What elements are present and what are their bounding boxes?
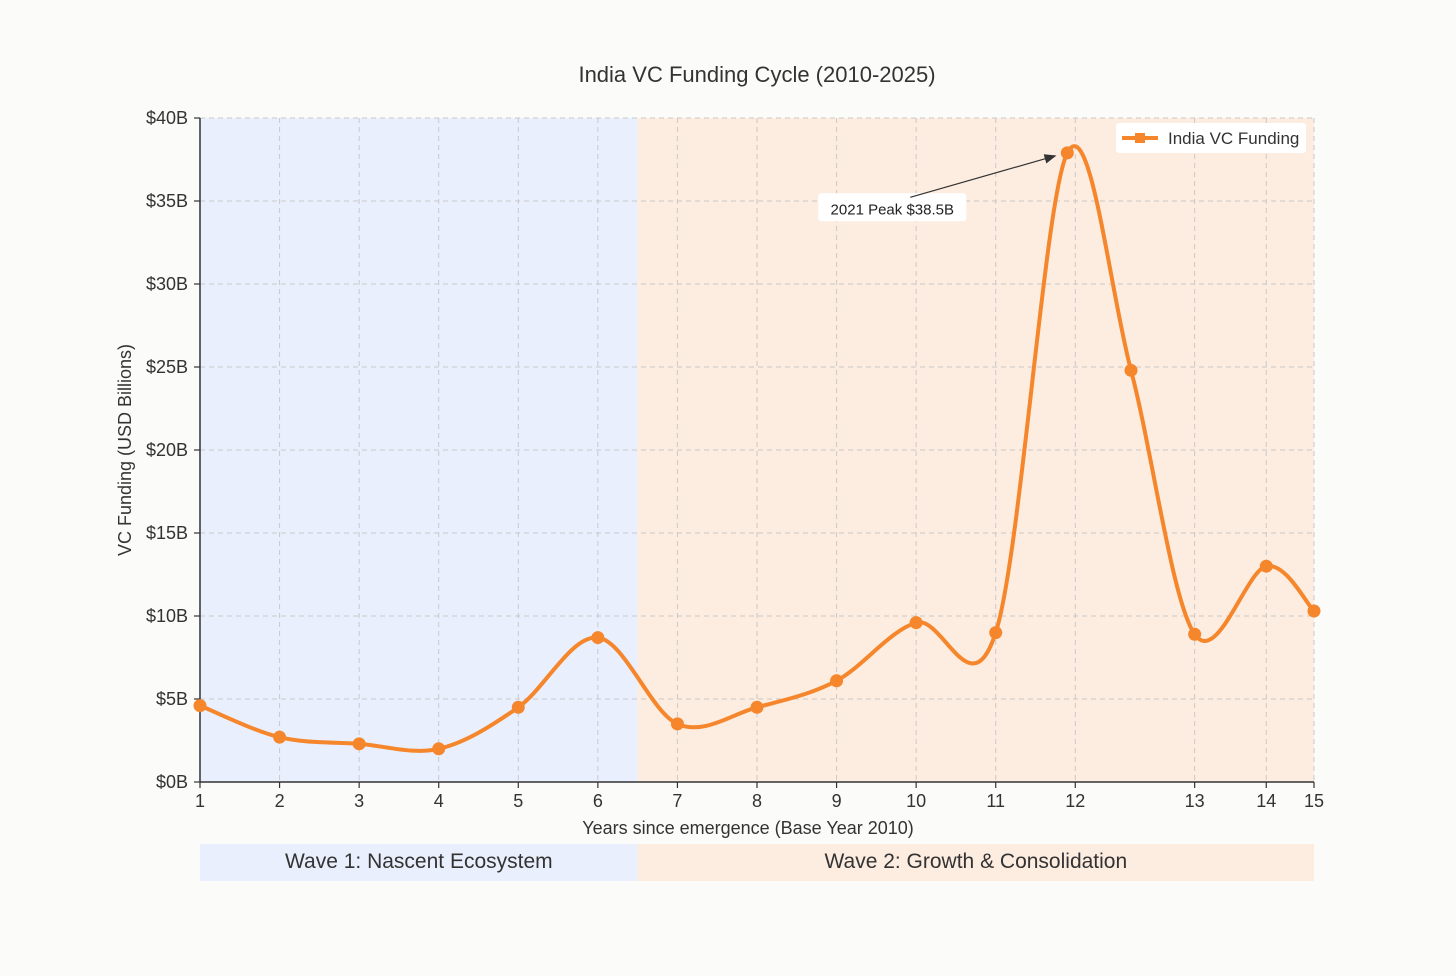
y-tick-label: $5B: [156, 689, 188, 709]
data-point: [352, 737, 366, 751]
annotation-box: [818, 193, 967, 222]
wave-band-label-1: Wave 1: Nascent Ecosystem: [285, 850, 553, 873]
data-point: [1259, 559, 1273, 573]
legend: India VC Funding: [1116, 123, 1306, 153]
data-point: [989, 626, 1003, 640]
chart-title: India VC Funding Cycle (2010-2025): [578, 62, 935, 87]
wave-band-label-2: Wave 2: Growth & Consolidation: [824, 850, 1127, 873]
x-tick-label: 13: [1185, 791, 1205, 811]
y-axis-label: VC Funding (USD Billions): [115, 344, 135, 556]
y-tick-label: $35B: [146, 191, 188, 211]
y-tick-label: $0B: [156, 772, 188, 792]
x-tick-label: 6: [593, 791, 603, 811]
data-point: [1124, 363, 1138, 377]
data-point: [511, 700, 525, 714]
x-tick-label: 12: [1065, 791, 1085, 811]
x-tick-label: 1: [195, 791, 205, 811]
x-tick-label: 10: [906, 791, 926, 811]
y-tick-label: $25B: [146, 357, 188, 377]
y-tick-label: $15B: [146, 523, 188, 543]
legend-label: India VC Funding: [1168, 129, 1299, 148]
peak-annotation-label: 2021 Peak $38.5B: [831, 201, 954, 218]
data-point: [830, 674, 844, 688]
x-tick-label: 4: [434, 791, 444, 811]
legend-box: [1116, 123, 1306, 153]
data-point: [670, 717, 684, 731]
x-tick-label: 8: [752, 791, 762, 811]
data-point: [750, 700, 764, 714]
data-point: [432, 742, 446, 756]
x-tick-label: 9: [832, 791, 842, 811]
x-tick-label: 11: [986, 791, 1005, 811]
data-point: [909, 616, 923, 630]
data-point: [1060, 146, 1074, 160]
data-point: [273, 730, 287, 744]
annotations: 2021 Peak $38.5B: [818, 154, 1057, 222]
y-tick-label: $30B: [146, 274, 188, 294]
x-tick-label: 2: [275, 791, 285, 811]
wave-band-1: [200, 844, 638, 881]
x-tick-label: 7: [672, 791, 682, 811]
series-layer: [193, 144, 1321, 756]
x-axis-label: Years since emergence (Base Year 2010): [582, 818, 914, 838]
x-tick-label: 15: [1304, 791, 1324, 811]
data-point: [1188, 627, 1202, 641]
peak-annotation-arrow: [910, 154, 1057, 198]
y-tick-label: $40B: [146, 108, 188, 128]
x-tick-label: 5: [513, 791, 523, 811]
y-tick-label: $20B: [146, 440, 188, 460]
data-point: [591, 631, 605, 645]
data-point: [193, 699, 207, 713]
wave-band-2: [637, 844, 1314, 881]
y-tick-label: $10B: [146, 606, 188, 626]
x-tick-label: 14: [1256, 791, 1276, 811]
data-point: [1307, 604, 1321, 618]
legend-marker: [1135, 133, 1145, 143]
x-tick-label: 3: [354, 791, 364, 811]
